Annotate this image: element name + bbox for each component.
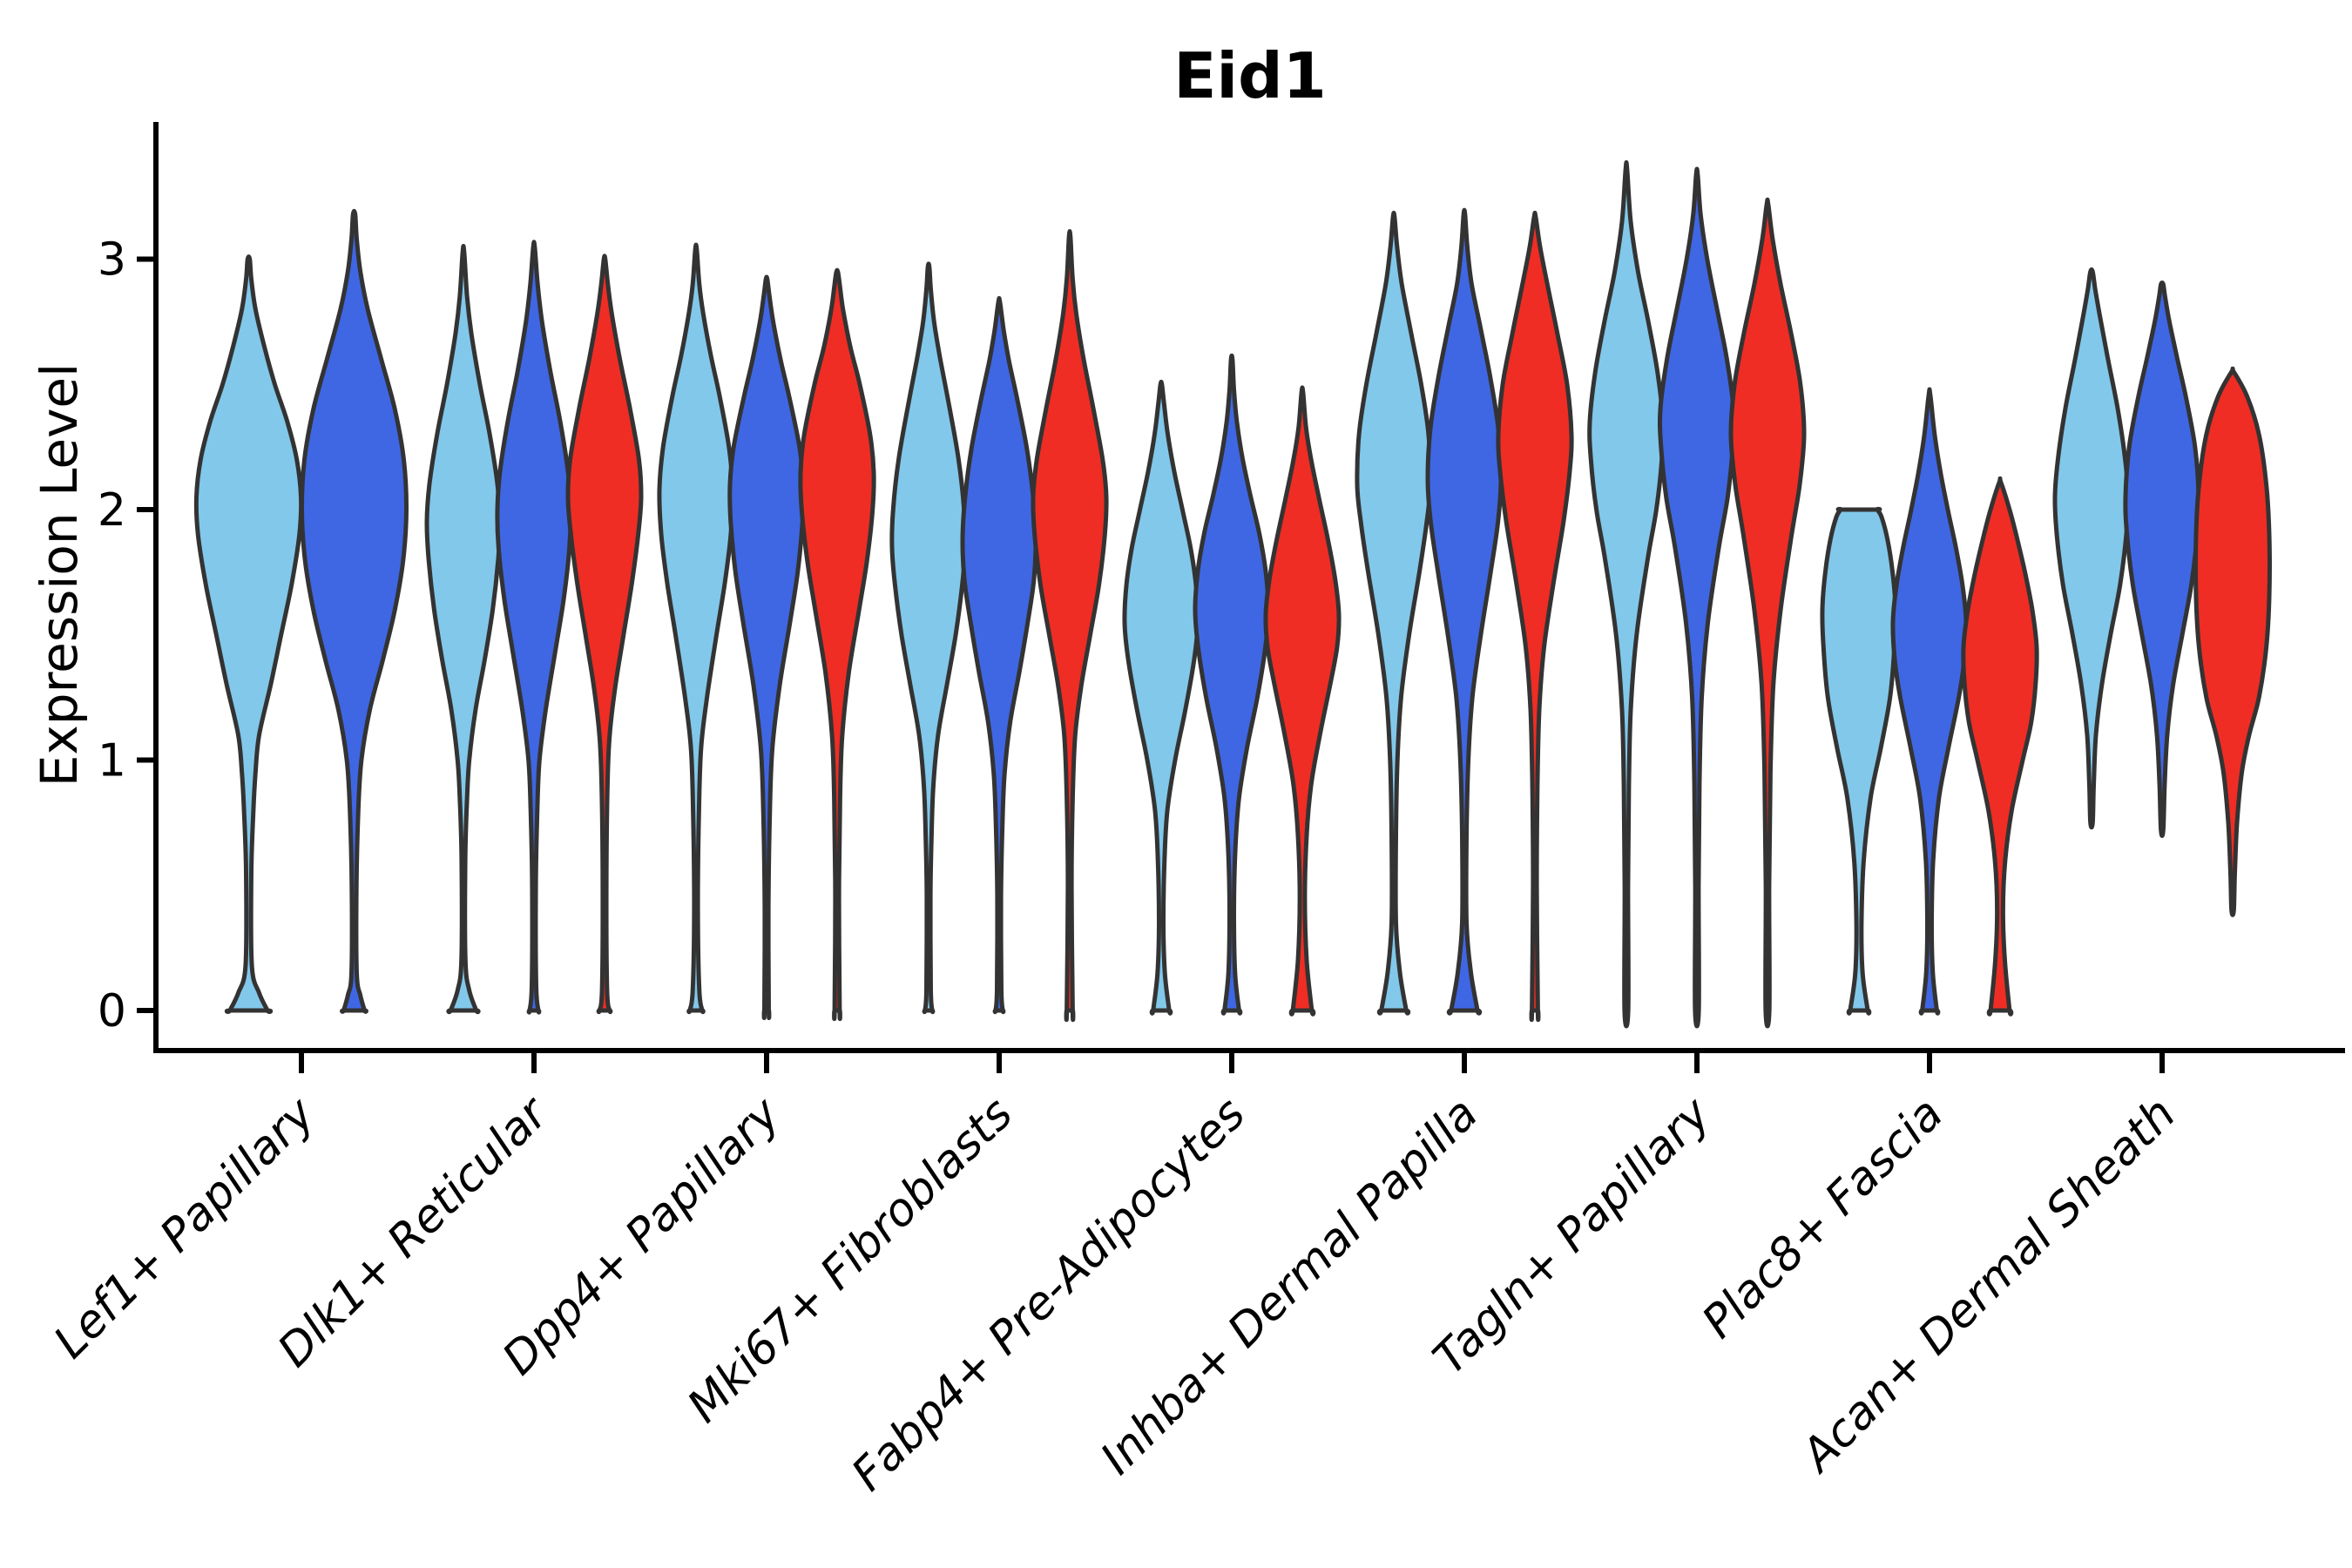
violin-tagln-lightblue [1587,159,1666,1029]
x-tick-label: Plac8+ Fascia [1693,1088,1953,1348]
y-tick-label: 2 [98,484,126,537]
violin-plac8-blue [1890,387,1969,1016]
violin-group-2 [424,240,644,1015]
violin-dlk1-lightblue [424,243,503,1015]
x-tick-label: Fabp4+ Pre-Adipocytes [842,1088,1256,1502]
violin-group-1 [193,208,409,1014]
violin-inhba-red [1496,210,1574,1023]
violin-acan-blue [2123,280,2201,838]
violin-plac8-lightblue [1820,506,1898,1016]
y-tick-label: 0 [98,985,126,1037]
x-tick-label: Acan+ Dermal Sheath [1790,1088,2186,1484]
violin-dpp4-blue [727,274,806,1020]
violins-layer [193,159,2272,1029]
violin-group-4 [889,229,1109,1023]
violin-acan-red [2193,366,2272,917]
violin-fabp4-red [1263,385,1342,1017]
chart-title: Eid1 [1173,39,1327,112]
violin-dpp4-lightblue [657,242,735,1015]
violin-group-5 [1122,353,1342,1017]
violin-group-7 [1587,159,1807,1029]
violin-dlk1-blue [495,240,573,1015]
violin-inhba-blue [1425,207,1504,1016]
violin-plac8-red [1961,476,2039,1017]
violin-tagln-blue [1657,166,1737,1029]
x-tick-label: Inhba+ Dermal Papilla [1091,1088,1488,1485]
violin-lef1-lightblue [193,254,304,1014]
violin-fabp4-blue [1193,353,1271,1016]
violin-acan-lightblue [2052,267,2131,830]
violin-group-9 [2052,267,2272,917]
violin-dlk1-red [565,253,644,1015]
violin-group-8 [1820,387,2039,1017]
violin-group-6 [1355,207,1574,1023]
violin-group-3 [657,242,876,1021]
violin-mki67-blue [960,295,1038,1015]
violin-mki67-red [1031,229,1109,1023]
y-tick-label: 1 [98,735,126,787]
violin-fabp4-lightblue [1122,379,1200,1016]
y-axis: 0 1 2 3 [98,122,159,1053]
violin-tagln-red [1728,197,1807,1029]
violin-inhba-lightblue [1355,210,1433,1016]
violin-mki67-lightblue [889,261,968,1015]
y-axis-label: Expression Level [30,363,89,787]
violin-lef1-blue [299,208,409,1014]
violin-dpp4-red [798,267,876,1021]
y-tick-label: 3 [98,234,126,287]
